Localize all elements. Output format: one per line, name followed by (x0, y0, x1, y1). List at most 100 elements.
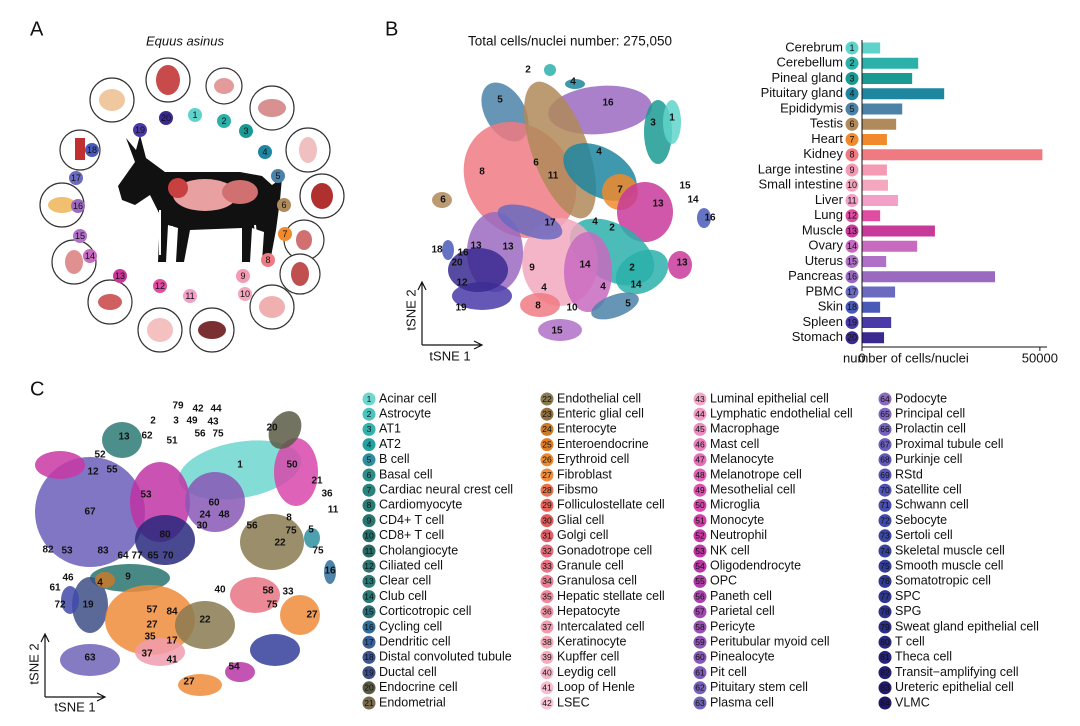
cluster-label: 57 (146, 605, 158, 616)
badge (133, 123, 147, 137)
tsne-cluster (250, 634, 300, 666)
cluster-label: 12 (456, 278, 468, 289)
legend-label: Acinar cell (379, 391, 437, 405)
cluster-label: 50 (286, 460, 298, 471)
legend-label: Endocrine cell (379, 680, 458, 694)
badge (362, 438, 376, 452)
badge (878, 681, 892, 695)
tsne-cluster (35, 457, 145, 567)
legend-label: Cardiac neural crest cell (379, 482, 513, 496)
badge-number: 72 (880, 515, 890, 525)
badge-number: 2 (221, 116, 226, 126)
legend-label: Mesothelial cell (710, 482, 795, 496)
badge (845, 255, 859, 268)
badge (878, 574, 892, 588)
cluster-label: 70 (162, 551, 174, 562)
badge (693, 453, 707, 467)
category-label: Stomach (792, 329, 843, 344)
badge-number: 58 (695, 622, 705, 632)
badge-number: 20 (847, 333, 857, 343)
badge (540, 468, 554, 482)
badge-number: 13 (364, 576, 374, 586)
legend-label: Fibroblast (557, 467, 612, 481)
badge-number: 55 (695, 576, 705, 586)
cluster-label: 64 (117, 551, 129, 562)
bar (862, 179, 888, 191)
badge-number: 11 (185, 291, 194, 301)
legend-label: Folliculostellate cell (557, 498, 665, 512)
cluster-label: 10 (566, 303, 578, 314)
legend-label: Lymphatic endothelial cell (710, 406, 853, 420)
category-label: Cerebrum (785, 39, 843, 54)
legend-label: AT2 (379, 437, 401, 451)
cluster-label: 1 (237, 460, 243, 471)
cluster-label: 36 (321, 489, 333, 500)
badge-number: 25 (542, 439, 552, 449)
tsne-cluster (520, 293, 560, 317)
badge (878, 544, 892, 558)
badge (845, 41, 859, 55)
badge-number: 20 (161, 113, 171, 123)
cluster-label: 75 (285, 526, 297, 537)
badge (540, 681, 554, 695)
cluster-label: 51 (166, 436, 178, 447)
badge-number: 64 (880, 394, 890, 404)
legend-label: Ureteric epithelial cell (895, 680, 1014, 694)
cluster-label: 22 (274, 538, 286, 549)
badge-number: 60 (695, 652, 705, 662)
legend-label: Corticotropic cell (379, 604, 471, 618)
tsne-cluster (565, 79, 585, 89)
legend-label: Transit−amplifying cell (895, 665, 1019, 679)
bar (862, 164, 887, 176)
tsne-cluster (442, 240, 454, 260)
badge-number: 4 (849, 89, 854, 99)
cluster-label: 72 (54, 600, 66, 611)
tsne-cluster (35, 451, 85, 479)
badge-number: 14 (364, 591, 374, 601)
cluster-label: 2 (525, 65, 531, 76)
badge (693, 590, 707, 604)
bar (862, 332, 885, 344)
cluster-label: 49 (186, 416, 198, 427)
legend-label: Keratinocyte (557, 634, 627, 648)
category-label: PBMC (805, 283, 843, 298)
cluster-label: 33 (282, 587, 294, 598)
cluster-label: 61 (49, 583, 61, 594)
badge (71, 199, 85, 213)
bar (862, 195, 898, 206)
badge-number: 9 (240, 271, 245, 281)
cluster-label: 60 (208, 498, 220, 509)
badge (540, 453, 554, 467)
legend-label: Monocyte (710, 513, 764, 527)
badge-number: 20 (364, 683, 374, 693)
tsne-title: Total cells/nuclei number: 275,050 (468, 34, 672, 49)
cluster-label: 4 (570, 77, 576, 88)
badge (239, 124, 253, 138)
legend-label: Purkinje cell (895, 452, 962, 466)
badge (845, 209, 859, 223)
cluster-label: 62 (141, 431, 153, 442)
badge (878, 453, 892, 467)
badge (69, 171, 83, 185)
badge-number: 19 (364, 667, 374, 677)
cluster-label: 80 (159, 530, 171, 541)
legend-label: Somatotropic cell (895, 574, 991, 588)
legend-label: Skeletal muscle cell (895, 543, 1005, 557)
cluster-label: 42 (192, 404, 204, 415)
legend-label: Pinealocyte (710, 650, 775, 664)
cluster-label: 9 (125, 572, 131, 583)
bar (862, 271, 996, 283)
tsne-cluster (591, 292, 639, 320)
badge-number: 50 (695, 500, 705, 510)
badge (845, 331, 859, 345)
badge (217, 114, 231, 128)
cluster-label: 2 (629, 263, 635, 274)
badge (693, 407, 707, 421)
tsne-cluster (225, 662, 255, 682)
badge (878, 498, 892, 512)
cluster-label: 13 (676, 258, 688, 269)
legend-label: SPG (895, 604, 921, 618)
badge-number: 2 (367, 409, 372, 419)
cluster-label: 65 (147, 551, 159, 562)
legend-label: Ciliated cell (379, 558, 443, 572)
